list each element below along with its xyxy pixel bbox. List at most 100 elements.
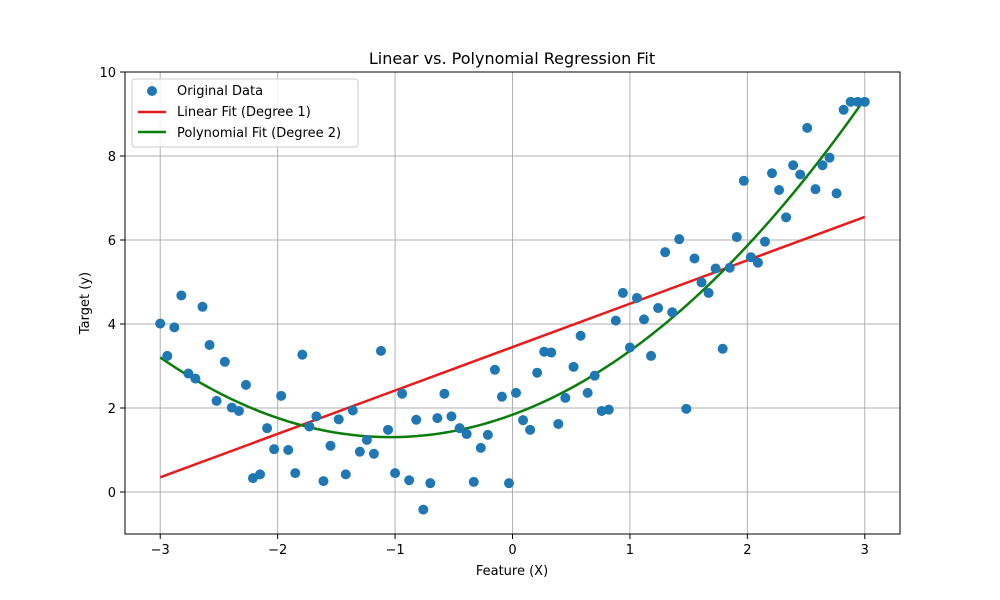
data-point [546,347,557,358]
x-tick-label: 3 [861,543,869,558]
data-point [162,350,173,361]
x-tick-label: −1 [385,543,404,558]
y-tick-label: 2 [108,402,116,417]
axis-ticks: −3 −2 −1 0 1 2 3 0 2 4 6 8 10 [99,66,868,558]
data-point [774,185,785,196]
data-point [553,418,564,429]
data-point [674,234,685,245]
data-point [211,395,222,406]
data-point [262,423,273,434]
y-axis-title: Target (y) [78,272,93,335]
polynomial-fit-curve [159,98,866,439]
y-tick-label: 6 [108,234,116,249]
data-point [745,252,756,263]
data-point [383,424,394,435]
data-point [425,478,436,489]
legend: Original Data Linear Fit (Degree 1) Poly… [131,78,359,148]
x-tick-label: 2 [743,543,751,558]
data-point [802,122,813,133]
data-point [639,314,650,325]
data-point [432,413,443,424]
data-point [276,390,287,401]
data-point [532,367,543,378]
data-point [610,315,621,326]
data-point [204,340,215,350]
data-point [681,403,692,414]
data-point [767,168,778,179]
data-point [710,263,721,274]
data-point [603,404,614,415]
data-point [190,373,201,384]
data-point [197,301,208,312]
y-tick-label: 4 [108,318,116,333]
data-point [311,411,322,422]
data-point [304,421,315,432]
data-point [788,160,799,171]
data-point [297,349,308,360]
data-point [390,468,401,479]
data-points [155,96,870,515]
data-point [255,469,266,480]
data-point [759,236,770,247]
legend-label-data: Original Data [177,84,263,99]
data-point [347,405,358,416]
data-point [489,364,500,375]
legend-marker-data [147,86,157,96]
data-point [617,287,628,298]
data-point [696,277,707,288]
data-point [717,343,728,354]
data-point [810,184,821,195]
y-tick-label: 0 [108,486,116,501]
data-point [183,368,194,379]
data-point [817,160,828,171]
x-tick-label: 1 [626,543,634,558]
data-point [397,388,408,399]
legend-label-linear: Linear Fit (Degree 1) [177,105,311,120]
data-point [568,361,579,372]
data-point [290,468,301,479]
data-point [375,345,386,356]
data-point [411,414,422,425]
data-point [318,476,329,487]
data-point [496,391,507,402]
data-point [852,96,863,107]
data-point [269,444,280,455]
y-tick-label: 10 [99,66,116,81]
data-point [155,318,166,329]
data-point [518,415,529,426]
data-point [340,469,351,480]
data-point [824,152,835,163]
data-point [624,342,635,353]
data-point [404,475,415,486]
data-point [703,287,714,298]
data-point [646,350,657,361]
x-tick-label: −2 [268,543,287,558]
data-point [738,175,749,186]
data-point [689,253,700,264]
x-tick-label: 0 [508,543,516,558]
data-point [724,262,735,273]
data-point [468,476,479,487]
data-point [361,434,372,445]
data-point [845,96,856,107]
data-point [781,212,792,223]
legend-box [131,78,359,148]
data-point [454,423,465,434]
data-point [831,188,842,199]
data-point [752,257,763,268]
data-point [233,405,244,416]
data-point [631,292,642,303]
data-point [283,445,294,455]
data-point [219,356,230,367]
data-point [240,379,251,390]
data-point [446,411,457,422]
data-point [582,387,593,398]
data-point [333,414,344,425]
data-point [511,387,522,398]
data-point [418,504,429,515]
data-point [475,442,486,453]
data-point [503,478,514,489]
data-point [838,104,849,115]
